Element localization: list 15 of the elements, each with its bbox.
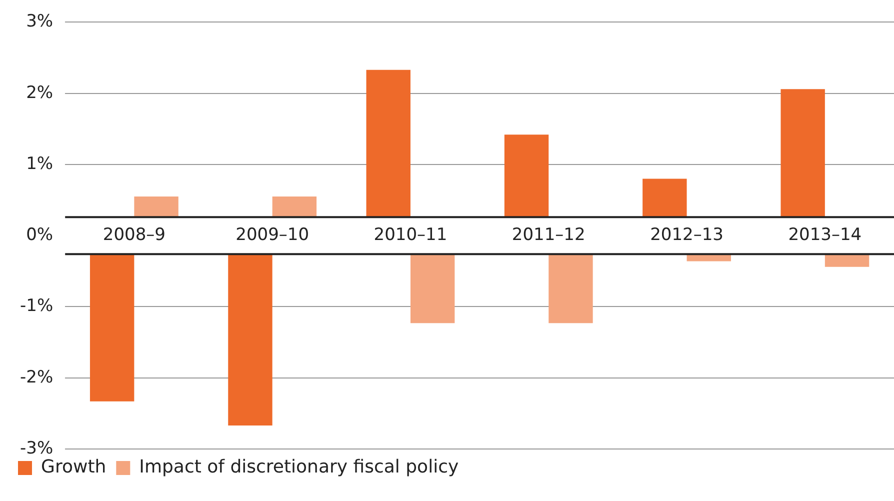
y-tick-label: -1% [20,296,54,316]
x-tick-label: 2013–14 [788,225,862,246]
x-tick-label: 2012–13 [650,225,724,246]
y-tick-label: -2% [20,367,54,388]
x-tick-label: 2009–10 [236,225,310,246]
x-tick-label: 2008–9 [102,225,166,246]
y-tick-label: 3% [26,12,54,32]
x-tick-label: 2010–11 [374,225,448,246]
y-tick-label: -3% [20,438,54,458]
y-tick-label: 0% [26,225,54,246]
y-tick-label: 1% [26,154,54,174]
x-tick-label: 2011–12 [512,225,586,246]
y-tick-label: 2% [26,82,54,103]
legend-label: Impact of discretionary fiscal policy [139,456,459,478]
legend-label: Growth [41,456,106,478]
